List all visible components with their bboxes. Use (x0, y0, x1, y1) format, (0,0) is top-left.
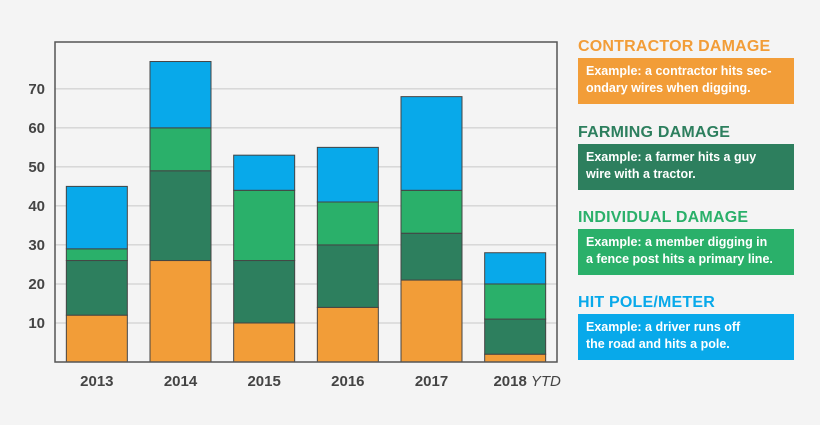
bar-segment-contractor-2014 (149, 260, 212, 363)
bar-segment-individual-2014 (149, 127, 212, 172)
legend-desc-line: Example: a contractor hits sec- (586, 64, 772, 78)
bar-segment-contractor-2018 (484, 353, 547, 363)
bar-segment-individual-2016 (316, 201, 379, 246)
x-tick-label: 2018 YTD (493, 373, 561, 390)
bar-segment-individual-2017 (400, 189, 463, 234)
legend-box-farming: Example: a farmer hits a guy wire with a… (578, 144, 794, 190)
x-tick-label: 2015 (247, 373, 280, 390)
legend-desc-line: Example: a member digging in (586, 235, 768, 249)
axis-labels: 10 20 30 40 50 60 70 2013 2014 2015 2016 2017 2018 YT… (28, 81, 561, 390)
legend-entry-farming: FARMING DAMAGE Example: a farmer hits a … (578, 122, 794, 190)
plot-frame (54, 41, 558, 363)
legend-box-individual: Example: a member digging in a fence pos… (578, 229, 794, 275)
gridlines (55, 88, 557, 324)
y-tick-label: 60 (28, 120, 45, 137)
bar-segment-hit_pole-2014 (149, 61, 212, 129)
x-tick-label: 2016 (331, 373, 364, 390)
legend-title-individual: INDIVIDUAL DAMAGE (578, 209, 749, 226)
y-tick-label: 70 (28, 81, 45, 98)
bar-segment-farming-2018 (484, 318, 547, 355)
x-tick-label: 2013 (80, 373, 113, 390)
y-tick-label: 10 (28, 315, 45, 332)
legend-title-hit-pole: HIT POLE/METER (578, 294, 716, 311)
legend-entry-individual: INDIVIDUAL DAMAGE Example: a member digg… (578, 207, 794, 275)
bars (65, 61, 547, 363)
bar-segment-farming-2015 (233, 260, 296, 324)
y-tick-label: 50 (28, 159, 45, 176)
bar-segment-hit_pole-2013 (65, 185, 128, 250)
bar-segment-individual-2015 (233, 189, 296, 262)
legend-desc-line: Example: a farmer hits a guy (586, 150, 757, 164)
bar-segment-farming-2017 (400, 232, 463, 281)
bar-segment-farming-2016 (316, 244, 379, 308)
legend-entry-hit-pole: HIT POLE/METER Example: a driver runs of… (578, 292, 794, 360)
bar-segment-hit_pole-2017 (400, 96, 463, 191)
x-tick-suffix: YTD (531, 373, 561, 390)
legend-box-contractor: Example: a contractor hits sec- ondary w… (578, 58, 794, 104)
bar-segment-individual-2018 (484, 283, 547, 320)
legend-desc-line: Example: a driver runs off (586, 320, 741, 334)
legend-title-farming: FARMING DAMAGE (578, 124, 731, 141)
legend-desc-line: ondary wires when digging. (586, 81, 751, 95)
bar-segment-farming-2014 (149, 170, 212, 262)
legend-desc-line: a fence post hits a primary line. (586, 252, 773, 266)
legend-box-hit-pole: Example: a driver runs off the road and … (578, 314, 794, 360)
y-tick-label: 30 (28, 237, 45, 254)
x-tick-label: 2014 (164, 373, 198, 390)
bar-segment-contractor-2015 (233, 322, 296, 363)
x-tick-label: 2017 (415, 373, 448, 390)
y-tick-label: 20 (28, 276, 45, 293)
legend-desc-line: the road and hits a pole. (586, 337, 730, 351)
stacked-bar-chart: 10 20 30 40 50 60 70 2013 2014 2015 2016 2017 2018 YT… (28, 41, 561, 390)
bar-segment-contractor-2017 (400, 279, 463, 363)
bar-segment-contractor-2013 (65, 314, 128, 363)
bar-segment-individual-2013 (65, 248, 128, 262)
bar-segment-hit_pole-2016 (316, 146, 379, 203)
legend-title-contractor: CONTRACTOR DAMAGE (578, 38, 771, 55)
legend-desc-line: wire with a tractor. (586, 167, 696, 181)
bar-segment-hit_pole-2018 (484, 252, 547, 285)
y-tick-label: 40 (28, 198, 45, 215)
bar-segment-hit_pole-2015 (233, 154, 296, 191)
bar-segment-contractor-2016 (316, 306, 379, 363)
bar-segment-farming-2013 (65, 260, 128, 316)
legend-entry-contractor: CONTRACTOR DAMAGE Example: a contractor … (578, 36, 794, 104)
